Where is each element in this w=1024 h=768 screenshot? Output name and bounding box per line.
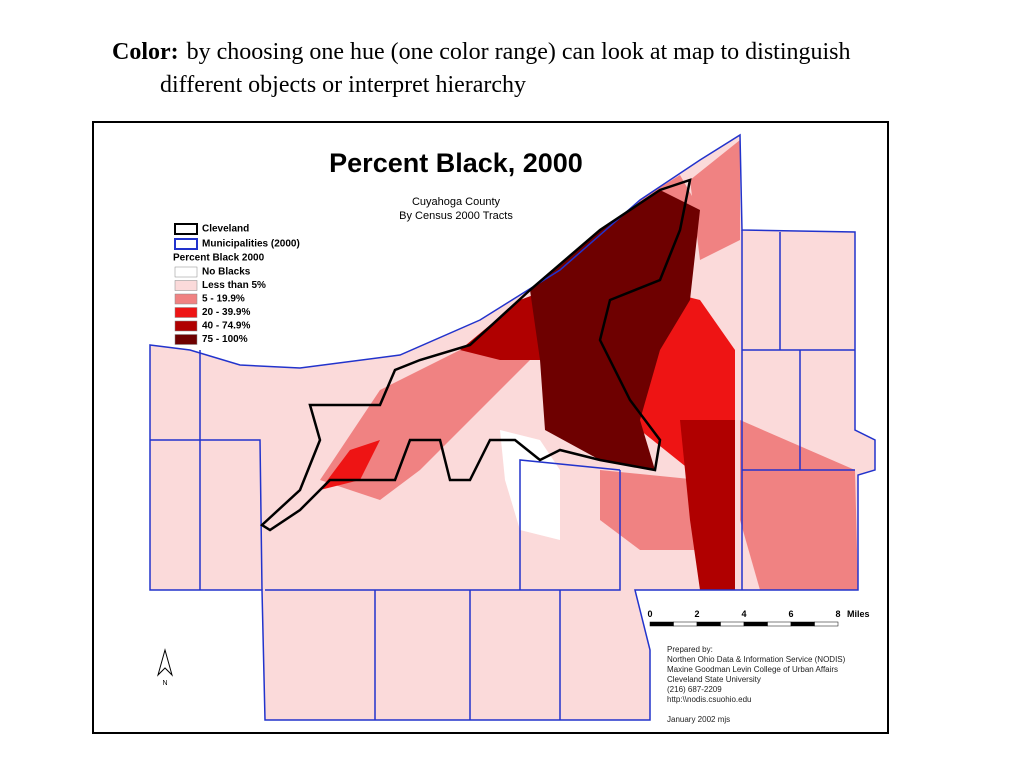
municipal-lines <box>149 133 876 721</box>
credit-line: Cleveland State University <box>667 675 761 684</box>
legend-label: 40 - 74.9% <box>202 321 250 332</box>
tracts-40-74 <box>680 420 735 590</box>
credit-line: Maxine Goodman Levin College of Urban Af… <box>667 665 838 674</box>
legend-swatch <box>174 280 198 291</box>
lead-text: by choosing one hue (one color range) ca… <box>160 39 851 98</box>
scale-unit: Miles <box>847 609 870 619</box>
tracts-20-39 <box>320 440 380 490</box>
credit-line: Northen Ohio Data & Information Service … <box>667 655 846 664</box>
slide-text: Color: by choosing one hue (one color ran… <box>112 36 930 102</box>
scale-label: 0 <box>647 609 652 619</box>
legend-swatch <box>174 266 198 278</box>
legend-label: Less than 5% <box>202 280 266 291</box>
map-title: Percent Black, 2000 <box>329 148 583 178</box>
credits: Prepared by:Northen Ohio Data & Informat… <box>667 645 846 724</box>
north-label: N <box>162 680 167 687</box>
legend-label: No Blacks <box>202 267 251 278</box>
credit-line: http:\\nodis.csuohio.edu <box>667 695 752 704</box>
scale-segment <box>814 621 839 627</box>
lead-label: Color: <box>112 39 179 65</box>
legend-label: Municipalities (2000) <box>202 239 300 250</box>
scale-label: 8 <box>835 609 840 619</box>
scale-segment <box>649 621 674 627</box>
legend-label: 75 - 100% <box>202 334 248 345</box>
legend-label: 5 - 19.9% <box>202 294 245 305</box>
tracts-5-19 <box>740 420 858 590</box>
north-arrow: N <box>157 648 173 687</box>
credit-line: Prepared by: <box>667 645 713 654</box>
legend-swatch <box>174 334 198 345</box>
scale-segment <box>673 621 698 627</box>
scale-segment <box>790 621 815 627</box>
tracts-5-19 <box>600 470 700 550</box>
tracts-5-19 <box>690 140 740 260</box>
legend-heading: Percent Black 2000 <box>173 253 265 264</box>
legend-label: 20 - 39.9% <box>202 307 250 318</box>
scale-segment <box>720 621 745 627</box>
legend-label: Cleveland <box>202 224 249 235</box>
credit-line: January 2002 mjs <box>667 715 730 724</box>
scale-bar: 0 2 4 6 8 Miles <box>647 609 870 627</box>
scale-segment <box>696 621 721 627</box>
tracts-base <box>150 135 875 720</box>
map-subtitle: Cuyahoga County <box>412 196 501 208</box>
scale-segment <box>767 621 792 627</box>
scale-segment <box>743 621 768 627</box>
scale-label: 2 <box>694 609 699 619</box>
legend-swatch <box>174 223 198 235</box>
scale-label: 4 <box>741 609 746 619</box>
legend-swatch <box>174 320 198 332</box>
credit-line: (216) 687-2209 <box>667 685 722 694</box>
legend-swatch <box>174 307 198 318</box>
scale-label: 6 <box>788 609 793 619</box>
map-subtitle: By Census 2000 Tracts <box>399 210 513 222</box>
cleveland-boundary <box>259 178 692 532</box>
legend: Cleveland Municipalities (2000) Percent Bl… <box>173 223 300 345</box>
legend-swatch <box>174 238 198 250</box>
legend-swatch <box>174 293 198 305</box>
